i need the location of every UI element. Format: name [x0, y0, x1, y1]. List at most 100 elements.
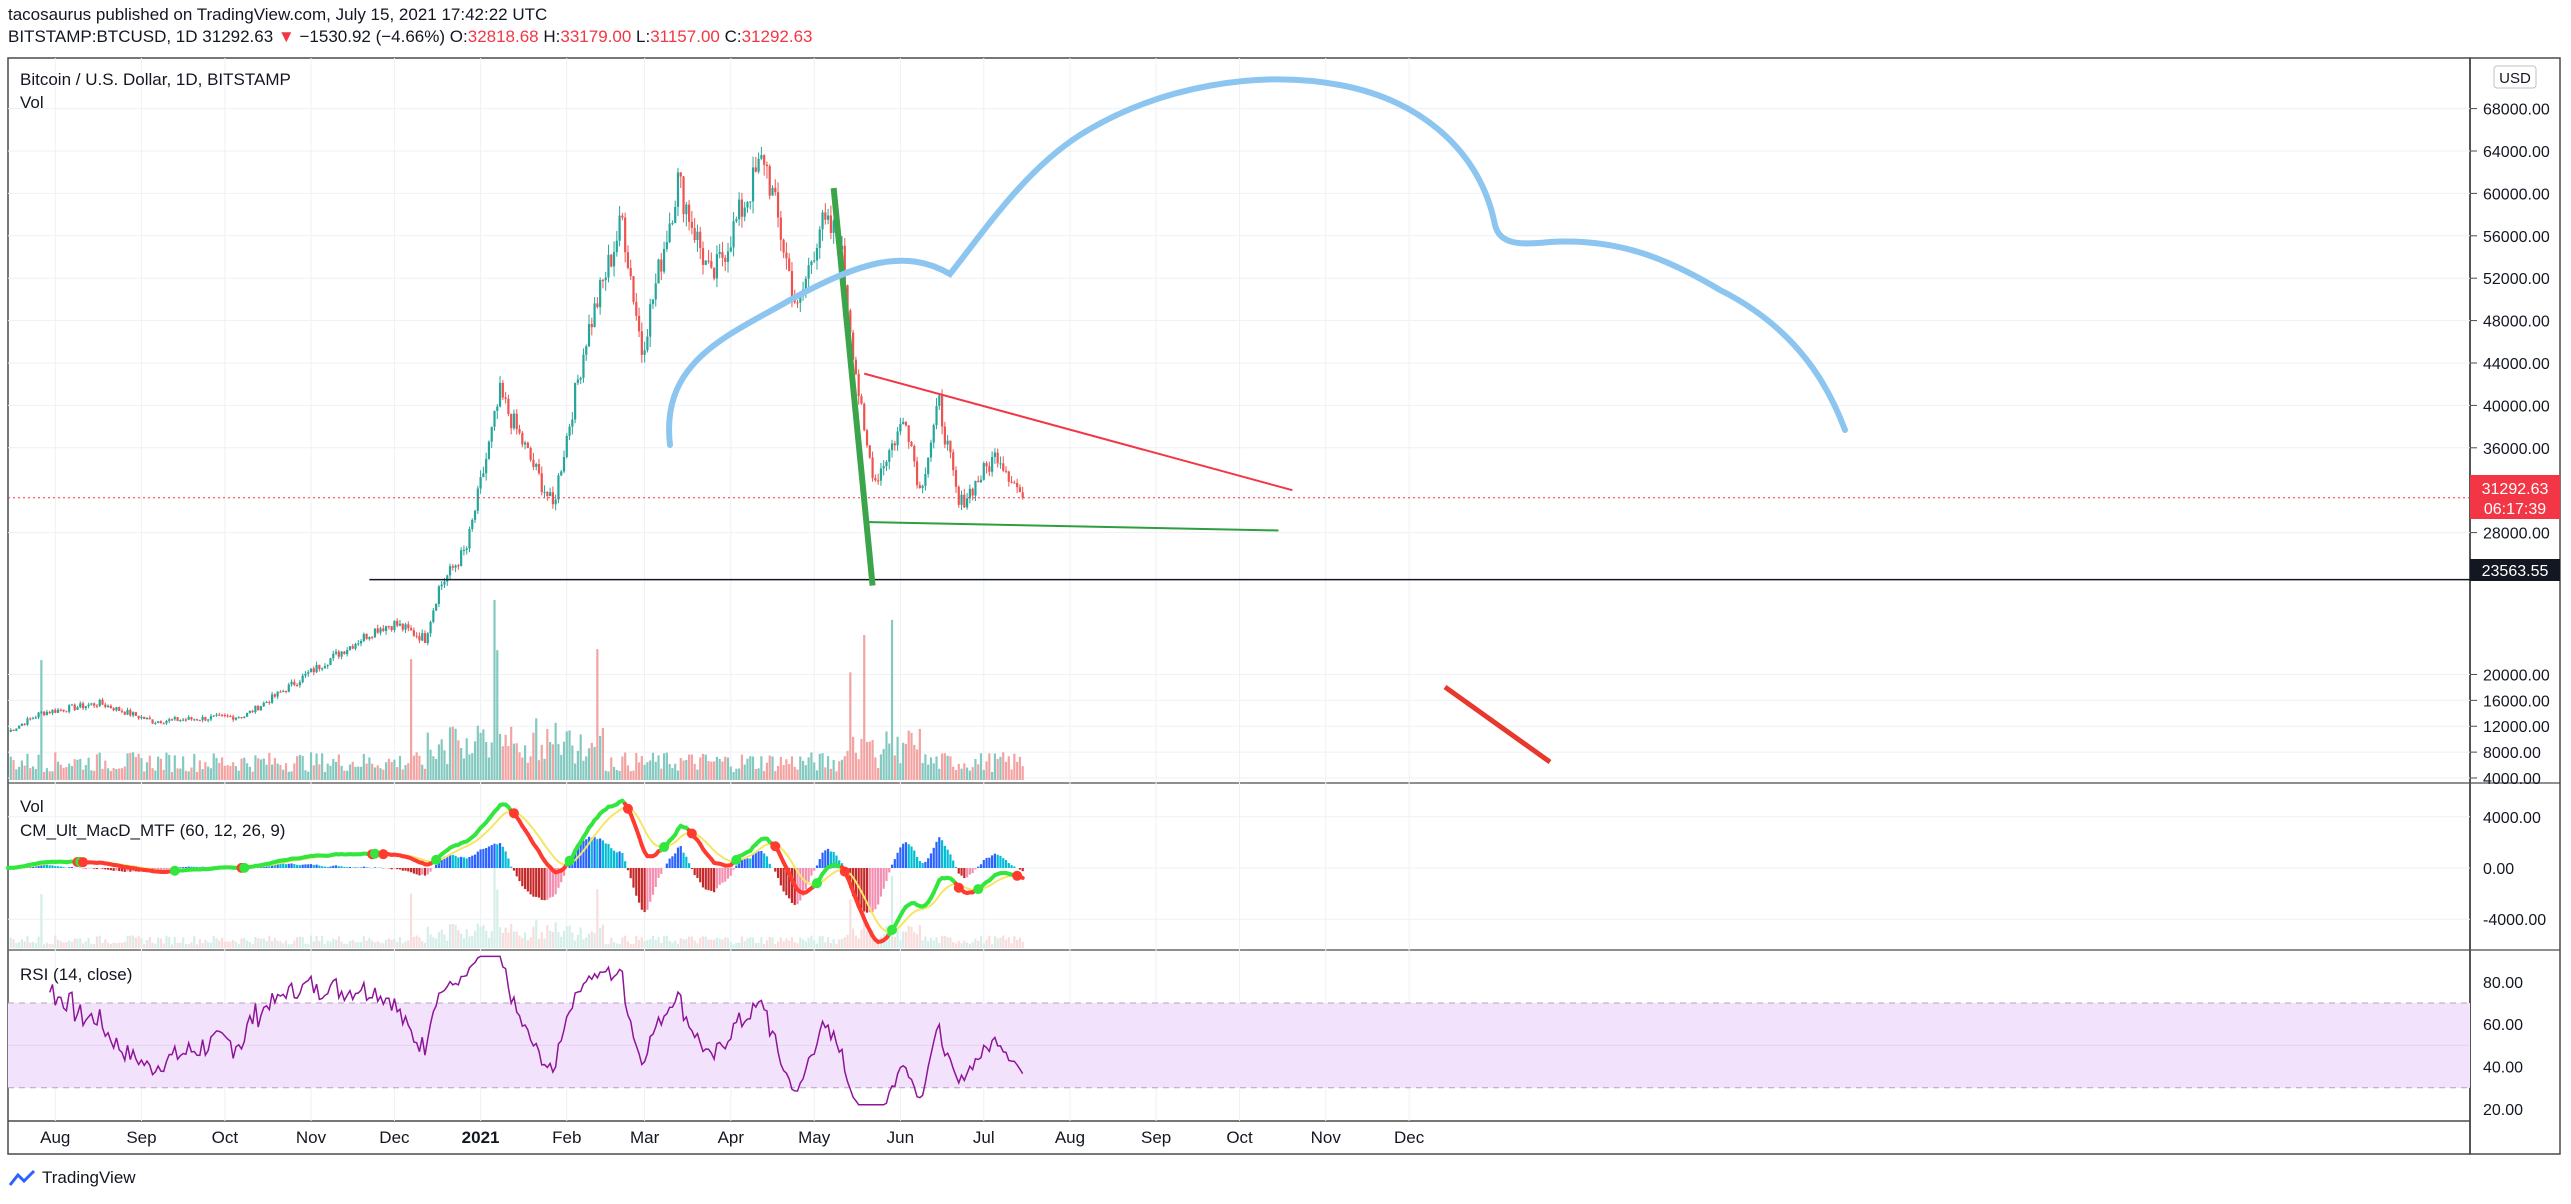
- volume-bar: [662, 753, 666, 780]
- currency-badge[interactable]: [2493, 65, 2537, 89]
- macd-pane-volume-bar: [284, 940, 288, 948]
- candle-body: [365, 633, 368, 640]
- volume-bar: [515, 743, 518, 780]
- macd-histogram-bar: [815, 865, 819, 868]
- candle-body: [988, 466, 991, 472]
- macd-histogram-bar: [340, 866, 343, 868]
- volume-bar: [462, 758, 466, 780]
- candle-body: [726, 251, 730, 262]
- macd-histogram-bar: [440, 858, 443, 868]
- macd-pane-volume-bar: [660, 942, 663, 948]
- macd-pane-volume-bar: [957, 940, 960, 948]
- volume-bar: [376, 765, 379, 780]
- candle-body: [724, 257, 727, 262]
- macd-pane-volume-bar: [977, 940, 980, 948]
- macd-pane-volume-bar: [473, 930, 477, 948]
- y-tick-label: 20000.00: [2483, 667, 2550, 684]
- macd-pane-volume-bar: [446, 940, 449, 948]
- macd-histogram-bar: [587, 836, 591, 868]
- macd-pane-volume-bar: [212, 936, 215, 948]
- macd-pane-volume-bar: [535, 920, 538, 948]
- macd-pane-volume-bar: [921, 940, 924, 948]
- macd-pane-volume-bar: [582, 939, 585, 948]
- macd-pane-volume-bar: [543, 938, 546, 948]
- volume-bar: [476, 725, 479, 780]
- volume-bar: [396, 767, 399, 780]
- candle-body: [37, 712, 40, 718]
- candle-body: [507, 398, 510, 414]
- macd-pane-volume-bar: [815, 943, 819, 948]
- candle-body: [81, 703, 85, 709]
- macd-pane-volume-bar: [490, 931, 493, 948]
- macd-pane-volume-bar: [754, 943, 757, 948]
- volume-bar: [268, 752, 271, 780]
- tradingview-logo[interactable]: TradingView: [8, 1168, 136, 1188]
- macd-pane-volume-bar: [190, 942, 193, 948]
- macd-histogram-bar: [646, 868, 649, 910]
- macd-pane-volume-bar: [579, 927, 582, 948]
- macd-pane-volume-bar: [982, 943, 985, 948]
- macd-pane-volume-bar: [262, 938, 265, 948]
- macd-pane-volume-bar: [974, 938, 977, 948]
- x-tick-label: Oct: [1226, 1128, 1253, 1147]
- macd-pane-volume-bar: [348, 941, 352, 948]
- macd-pane-volume-bar: [154, 943, 157, 948]
- macd-pane-volume-bar: [776, 941, 780, 948]
- macd-pane-volume-bar: [601, 924, 605, 948]
- macd-histogram-bar: [309, 864, 313, 868]
- macd-pane-volume-bar: [827, 937, 830, 948]
- macd-pane-volume-bar: [276, 940, 279, 948]
- candle-body: [949, 440, 952, 453]
- candle-body: [521, 432, 524, 445]
- candle-body: [935, 405, 938, 426]
- candle-body: [732, 221, 735, 248]
- macd-histogram-bar: [454, 855, 457, 868]
- y-tick-label: 52000.00: [2483, 271, 2550, 288]
- volume-bar: [896, 736, 899, 780]
- volume-bar: [535, 718, 538, 780]
- macd-pane-volume-bar: [671, 942, 674, 948]
- macd-pane-volume-bar: [15, 943, 18, 948]
- macd-histogram-bar: [610, 848, 613, 868]
- rsi-indicator: [8, 955, 2470, 1106]
- candle-body: [271, 694, 274, 703]
- candle-body: [34, 717, 37, 719]
- volume-bar: [707, 761, 710, 780]
- candle-body: [493, 410, 496, 427]
- macd-histogram-bar: [476, 851, 479, 868]
- candle-body: [98, 699, 101, 707]
- macd-histogram-bar: [396, 868, 399, 870]
- candle-body: [26, 718, 29, 725]
- macd-histogram-bar: [907, 844, 910, 868]
- volume-bar: [696, 769, 699, 780]
- candle-body: [184, 719, 188, 721]
- macd-pane-volume-bar: [287, 944, 290, 948]
- macd-pane-volume-bar: [265, 941, 268, 948]
- macd-pane-volume-bar: [332, 938, 335, 948]
- vol-legend: Vol: [20, 93, 44, 112]
- macd-histogram-bar: [1021, 868, 1024, 872]
- candle-body: [985, 463, 988, 467]
- candle-body: [610, 254, 613, 267]
- volume-bar: [62, 767, 65, 780]
- macd-pane-volume-bar: [232, 940, 235, 948]
- macd-histogram-bar: [312, 864, 315, 868]
- y-tick-label: 44000.00: [2483, 356, 2550, 373]
- candle-body: [1010, 481, 1013, 483]
- macd-pane-volume-bar: [162, 943, 165, 948]
- macd-histogram-bar: [45, 864, 49, 868]
- volume-bar: [852, 736, 855, 780]
- volume-bar: [968, 770, 971, 780]
- y-tick-label: 68000.00: [2483, 102, 2550, 119]
- candle-body: [554, 499, 557, 505]
- candle-body: [248, 710, 251, 713]
- volume-bar: [587, 748, 591, 780]
- macd-histogram-bar: [863, 868, 866, 912]
- macd-pane-volume-bar: [515, 931, 518, 948]
- candle-body: [738, 199, 741, 220]
- volume-bar: [446, 764, 449, 780]
- volume-bar: [251, 771, 254, 780]
- macd-pane-volume-bar: [423, 942, 427, 948]
- macd-pane-volume-bar: [549, 930, 552, 948]
